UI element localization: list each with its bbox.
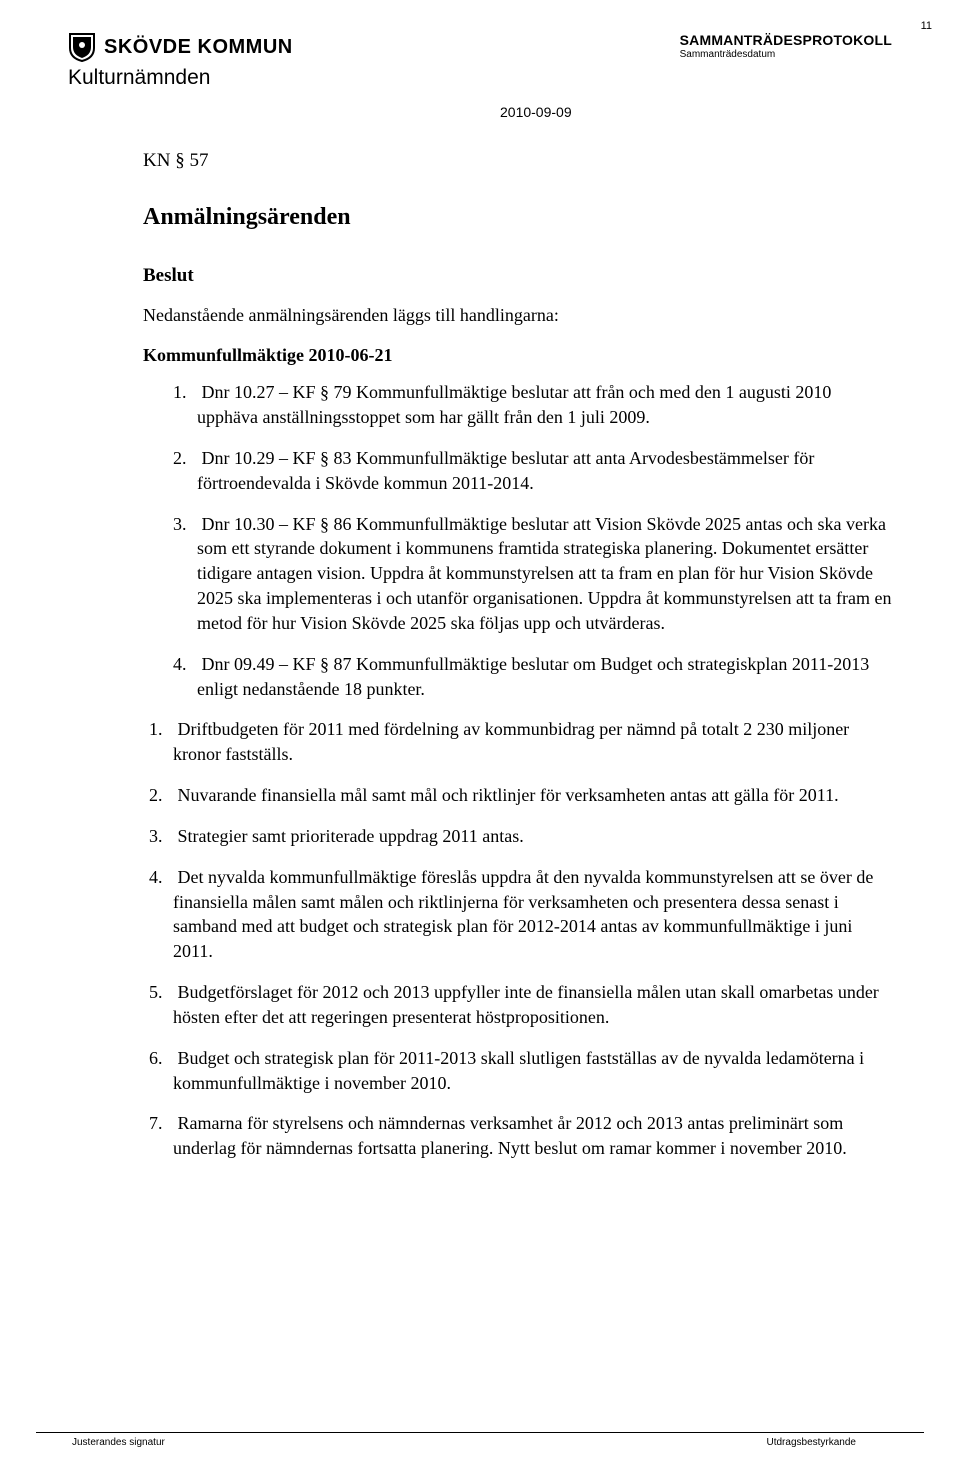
list-item: 3. Strategier samt prioriterade uppdrag … (143, 824, 892, 849)
list-item-text: Ramarna för styrelsens och nämndernas ve… (173, 1113, 847, 1158)
inner-list: 1. Dnr 10.27 – KF § 79 Kommunfullmäktige… (143, 380, 892, 701)
list-item: 1. Dnr 10.27 – KF § 79 Kommunfullmäktige… (143, 380, 892, 430)
list-item: 6. Budget och strategisk plan för 2011-2… (143, 1046, 892, 1096)
sub-heading: Kommunfullmäktige 2010-06-21 (143, 345, 892, 366)
list-item: 2. Nuvarande finansiella mål samt mål oc… (143, 783, 892, 808)
department: Kulturnämnden (68, 66, 892, 90)
list-item-text: Dnr 10.30 – KF § 86 Kommunfullmäktige be… (197, 514, 891, 633)
page-number: 11 (921, 20, 932, 32)
meeting-date: 2010-09-09 (500, 104, 892, 120)
beslut-heading: Beslut (143, 265, 892, 287)
item-ref: KN § 57 (143, 150, 892, 172)
outer-list: 1. Driftbudgeten för 2011 med fördelning… (143, 717, 892, 1161)
page: 11 SKÖVDE KOMMUN SAMMANTRÄDESPROTOKOLL S… (0, 0, 960, 1468)
intro-text: Nedanstående anmälningsärenden läggs til… (143, 303, 892, 327)
footer: Justerandes signatur Utdragsbestyrkande (36, 1432, 924, 1448)
list-item-text: Dnr 10.29 – KF § 83 Kommunfullmäktige be… (197, 448, 814, 493)
list-item: 7. Ramarna för styrelsens och nämndernas… (143, 1111, 892, 1161)
protokoll-title: SAMMANTRÄDESPROTOKOLL (680, 32, 892, 48)
list-item-text: Dnr 10.27 – KF § 79 Kommunfullmäktige be… (197, 382, 831, 427)
list-item: 1. Driftbudgeten för 2011 med fördelning… (143, 717, 892, 767)
list-item: 4. Det nyvalda kommunfullmäktige föreslå… (143, 865, 892, 964)
footer-left: Justerandes signatur (72, 1437, 165, 1448)
list-item: 5. Budgetförslaget för 2012 och 2013 upp… (143, 980, 892, 1030)
protokoll-block: SAMMANTRÄDESPROTOKOLL Sammanträdesdatum (680, 32, 892, 60)
header: SKÖVDE KOMMUN SAMMANTRÄDESPROTOKOLL Samm… (68, 32, 892, 62)
protokoll-sub: Sammanträdesdatum (680, 49, 892, 60)
list-item-text: Budget och strategisk plan för 2011-2013… (173, 1048, 864, 1093)
list-item-text: Driftbudgeten för 2011 med fördelning av… (173, 719, 849, 764)
list-item: 3. Dnr 10.30 – KF § 86 Kommunfullmäktige… (143, 512, 892, 636)
logo-text: SKÖVDE KOMMUN (104, 36, 293, 59)
list-item-text: Budgetförslaget för 2012 och 2013 uppfyl… (173, 982, 879, 1027)
shield-icon (68, 32, 96, 62)
list-item-text: Nuvarande finansiella mål samt mål och r… (178, 785, 839, 805)
list-item-text: Det nyvalda kommunfullmäktige föreslås u… (173, 867, 873, 961)
list-item-text: Dnr 09.49 – KF § 87 Kommunfullmäktige be… (197, 654, 869, 699)
list-item-text: Strategier samt prioriterade uppdrag 201… (178, 826, 524, 846)
logo-block: SKÖVDE KOMMUN (68, 32, 293, 62)
list-item: 2. Dnr 10.29 – KF § 83 Kommunfullmäktige… (143, 446, 892, 496)
footer-right: Utdragsbestyrkande (767, 1437, 857, 1448)
page-title: Anmälningsärenden (143, 204, 892, 231)
content: KN § 57 Anmälningsärenden Beslut Nedanst… (143, 150, 892, 1161)
list-item: 4. Dnr 09.49 – KF § 87 Kommunfullmäktige… (143, 652, 892, 702)
